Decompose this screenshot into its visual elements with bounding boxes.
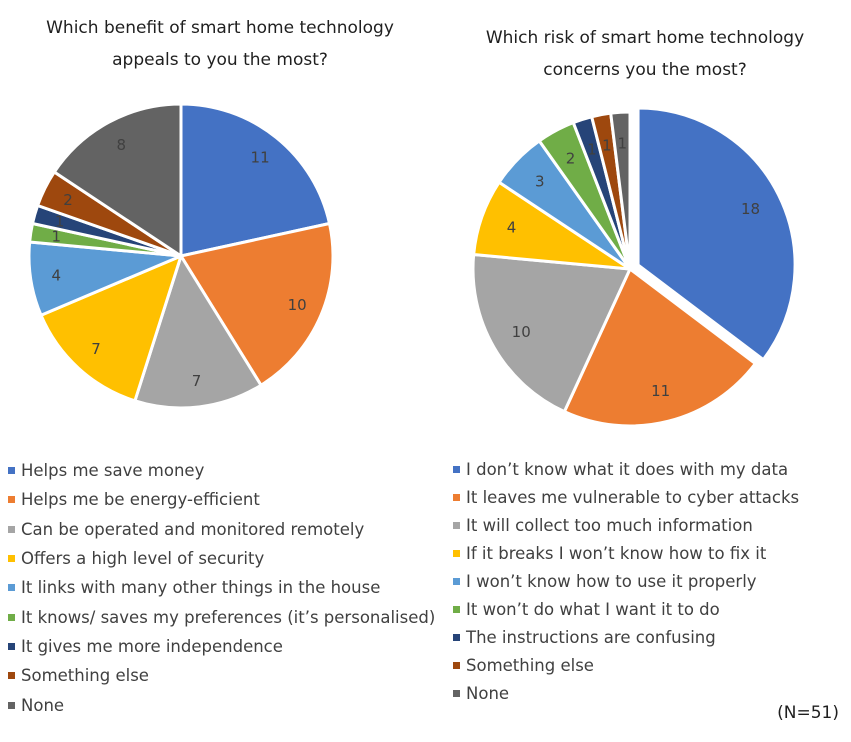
legend-item: It will collect too much information — [453, 511, 799, 539]
sample-size-note: (N=51) — [777, 703, 839, 723]
legend-label: It will collect too much information — [466, 515, 753, 535]
legend-swatch-icon — [453, 606, 460, 614]
legend-label: The instructions are confusing — [466, 628, 716, 648]
legend-item: The instructions are confusing — [453, 624, 799, 652]
data-label: 18 — [741, 200, 760, 218]
pie-slice-benefit-2 — [133, 254, 263, 410]
legend-label: It gives me more independence — [21, 636, 283, 656]
data-label: 1 — [602, 137, 612, 155]
pie-slice-risk-8 — [609, 110, 632, 271]
pie-slice-benefit-1 — [179, 221, 335, 387]
legend-swatch-icon — [8, 613, 15, 621]
chart-title-benefit: Which benefit of smart home technology a… — [10, 12, 430, 76]
legend-swatch-icon — [453, 465, 460, 473]
pie-slice-risk-2 — [471, 253, 632, 414]
legend-item: Helps me save money — [8, 456, 435, 485]
legend-item: Helps me be energy-efficient — [8, 485, 435, 514]
data-label: 7 — [192, 372, 202, 390]
legend-swatch-icon — [453, 634, 460, 642]
legend-item: I don’t know what it does with my data — [453, 455, 799, 483]
legend-label: Helps me save money — [21, 461, 205, 481]
legend-label: None — [466, 684, 510, 704]
legend-swatch-icon — [453, 549, 460, 557]
data-label: 2 — [63, 191, 73, 209]
chart-title-risk: Which risk of smart home technology conc… — [440, 22, 850, 86]
legend-swatch-icon — [8, 642, 15, 650]
legend-label: I won’t know how to use it properly — [466, 571, 757, 591]
data-label: 1 — [587, 140, 597, 158]
legend-item: Something else — [453, 652, 799, 680]
data-label: 4 — [507, 218, 517, 236]
data-label: 10 — [512, 323, 531, 341]
data-label: 11 — [651, 382, 670, 400]
legend-swatch-icon — [453, 493, 460, 501]
legend-item: I won’t know how to use it properly — [453, 567, 799, 595]
legend-item: Can be operated and monitored remotely — [8, 515, 435, 544]
data-label: 2 — [566, 149, 576, 167]
legend-label: None — [21, 695, 65, 715]
legend-label: It links with many other things in the h… — [21, 578, 381, 598]
benefit-legend: Helps me save money Helps me be energy-ef… — [8, 456, 435, 720]
legend-swatch-icon — [8, 525, 15, 533]
legend-label: Something else — [466, 656, 594, 676]
data-label: 10 — [288, 296, 307, 314]
legend-item: It gives me more independence — [8, 632, 435, 661]
data-label: 1 — [617, 135, 627, 153]
legend-label: It leaves me vulnerable to cyber attacks — [466, 487, 800, 507]
legend-swatch-icon — [8, 701, 15, 709]
legend-item: It links with many other things in the h… — [8, 573, 435, 602]
chart-title-line: Which benefit of smart home technology — [46, 18, 394, 38]
legend-swatch-icon — [8, 467, 15, 475]
data-label: 3 — [535, 173, 545, 191]
legend-item: It won’t do what I want it to do — [453, 595, 799, 623]
legend-label: Can be operated and monitored remotely — [21, 519, 365, 539]
legend-swatch-icon — [453, 662, 460, 670]
legend-label: Something else — [21, 666, 149, 686]
legend-item: None — [453, 680, 799, 708]
data-label: 11 — [251, 149, 270, 167]
legend-swatch-icon — [8, 672, 15, 680]
data-label: 8 — [117, 136, 127, 154]
data-label: 1 — [52, 228, 62, 246]
legend-label: Helps me be energy-efficient — [21, 490, 260, 510]
legend-swatch-icon — [8, 584, 15, 592]
pie-slice-risk-0 — [636, 106, 797, 362]
data-label: 1 — [55, 212, 65, 230]
legend-label: I don’t know what it does with my data — [466, 459, 789, 479]
legend-item: If it breaks I won’t know how to fix it — [453, 539, 799, 567]
chart-title-line: appeals to you the most? — [112, 50, 328, 70]
chart-title-line: Which risk of smart home technology — [485, 28, 805, 48]
legend-swatch-icon — [453, 577, 460, 585]
pie-slice-benefit-3 — [39, 254, 183, 403]
legend-item: Offers a high level of security — [8, 544, 435, 573]
legend-item: Something else — [8, 661, 435, 690]
data-label: 4 — [52, 266, 62, 284]
legend-swatch-icon — [8, 555, 15, 563]
legend-label: If it breaks I won’t know how to fix it — [466, 543, 767, 563]
legend-label: It knows/ saves my preferences (it’s per… — [21, 607, 436, 627]
legend-swatch-icon — [453, 521, 460, 529]
chart-title-line: concerns you the most? — [543, 60, 747, 80]
data-label: 7 — [91, 340, 101, 358]
legend-swatch-icon — [8, 496, 15, 504]
legend-swatch-icon — [453, 690, 460, 698]
pie-slice-benefit-8 — [52, 102, 183, 258]
pie-slice-benefit-0 — [179, 102, 331, 258]
legend-label: It won’t do what I want it to do — [466, 600, 720, 620]
legend-item: None — [8, 690, 435, 719]
legend-item: It leaves me vulnerable to cyber attacks — [453, 483, 799, 511]
legend-label: Offers a high level of security — [21, 549, 265, 569]
risk-legend: I don’t know what it does with my data It… — [453, 455, 799, 708]
legend-item: It knows/ saves my preferences (it’s per… — [8, 602, 435, 631]
